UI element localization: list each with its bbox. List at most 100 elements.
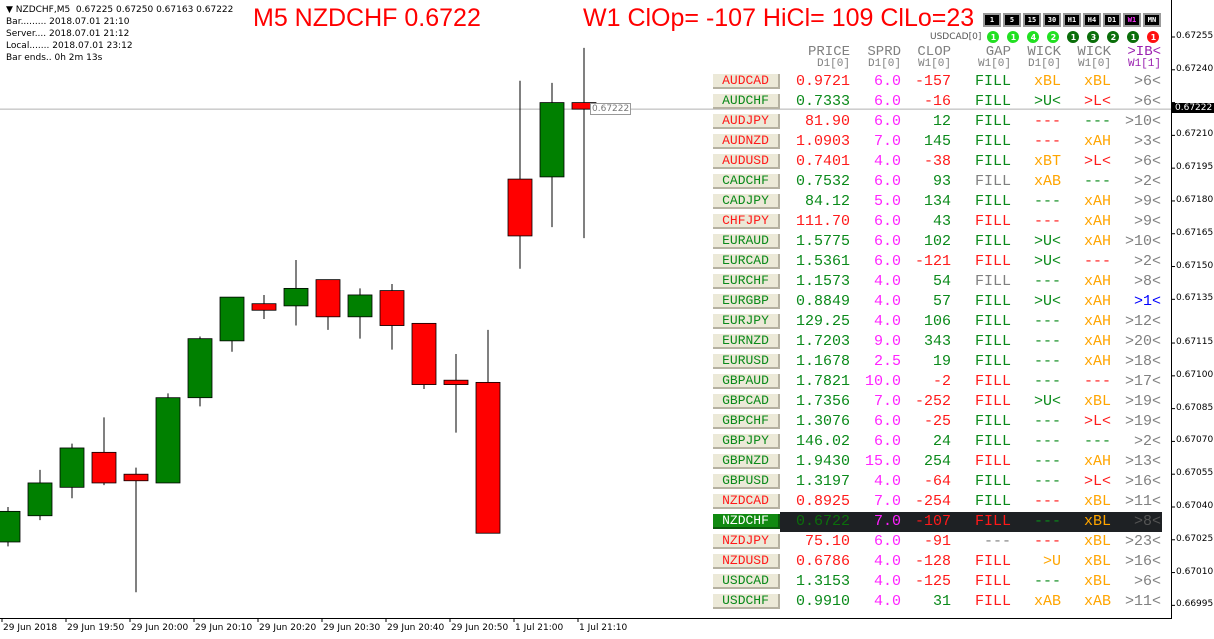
- price-cell: 0.9910: [795, 593, 850, 610]
- clop-cell: -157: [914, 73, 951, 90]
- inside-bar-cell: >6<: [1133, 153, 1161, 170]
- gap-cell: FILL: [974, 93, 1011, 110]
- symbol-button-eurusd[interactable]: EURUSD: [713, 354, 780, 369]
- spread-cell: 6.0: [873, 233, 901, 250]
- symbol-button-nzdusd[interactable]: NZDUSD: [713, 554, 780, 569]
- symbol-button-nzdchf[interactable]: NZDCHF: [713, 514, 780, 529]
- timeframe-button-30[interactable]: 30: [1043, 13, 1061, 27]
- symbol-button-audchf[interactable]: AUDCHF: [713, 94, 780, 109]
- spread-cell: 4.0: [873, 473, 901, 490]
- symbol-button-gbpusd[interactable]: GBPUSD: [713, 474, 780, 489]
- symbol-button-usdchf[interactable]: USDCHF: [713, 594, 780, 609]
- timeframe-button-5[interactable]: 5: [1003, 13, 1021, 27]
- table-row: USDCHF 0.9910 4.0 31 FILL xAB xAB >11<: [0, 592, 1162, 612]
- column-header: >IB<: [1127, 44, 1161, 60]
- wick-w1-cell: xBL: [1083, 493, 1111, 510]
- strength-circle: 2: [1047, 31, 1060, 43]
- wick-w1-cell: xBL: [1083, 73, 1111, 90]
- symbol-button-gbpchf[interactable]: GBPCHF: [713, 414, 780, 429]
- symbol-button-audusd[interactable]: AUDUSD: [713, 154, 780, 169]
- symbol-button-nzdjpy[interactable]: NZDJPY: [713, 534, 780, 549]
- symbol-button-gbpcad[interactable]: GBPCAD: [713, 394, 780, 409]
- wick-w1-cell: ---: [1083, 253, 1111, 270]
- symbol-button-eurcad[interactable]: EURCAD: [713, 254, 780, 269]
- symbol-button-eurjpy[interactable]: EURJPY: [713, 314, 780, 329]
- table-row: USDCAD 1.3153 4.0 -125 FILL --- xBL >6<: [0, 572, 1162, 592]
- time-tick-label: 1 Jul 21:10: [579, 623, 628, 633]
- spread-cell: 6.0: [873, 73, 901, 90]
- symbol-button-gbpaud[interactable]: GBPAUD: [713, 374, 780, 389]
- symbol-button-eurnzd[interactable]: EURNZD: [713, 334, 780, 349]
- inside-bar-cell: >8<: [1133, 273, 1161, 290]
- symbol-button-eurgbp[interactable]: EURGBP: [713, 294, 780, 309]
- timeframe-button-w1[interactable]: W1: [1123, 13, 1141, 27]
- symbol-button-audnzd[interactable]: AUDNZD: [713, 134, 780, 149]
- timeframe-button-d1[interactable]: D1: [1103, 13, 1121, 27]
- timeframe-button-1[interactable]: 1: [983, 13, 1001, 27]
- symbol-button-cadchf[interactable]: CADCHF: [713, 174, 780, 189]
- wick-d1-cell: >U<: [1033, 233, 1061, 250]
- symbol-title: M5 NZDCHF 0.6722: [253, 4, 481, 32]
- clop-cell: -91: [923, 533, 951, 550]
- symbol-button-cadjpy[interactable]: CADJPY: [713, 194, 780, 209]
- price-cell: 146.02: [795, 433, 850, 450]
- wick-d1-cell: ---: [1033, 533, 1061, 550]
- gap-cell: FILL: [974, 133, 1011, 150]
- spread-cell: 7.0: [873, 493, 901, 510]
- symbol-button-nzdcad[interactable]: NZDCAD: [713, 494, 780, 509]
- table-row: GBPUSD 1.3197 4.0 -64 FILL --- >L< >16<: [0, 472, 1162, 492]
- symbol-button-euraud[interactable]: EURAUD: [713, 234, 780, 249]
- time-tick-label: 29 Jun 20:40: [387, 623, 445, 633]
- bull-candle: [27, 482, 53, 517]
- gap-cell: FILL: [974, 213, 1011, 230]
- bear-candle: [475, 381, 501, 534]
- gap-cell: FILL: [974, 153, 1011, 170]
- bull-candle: [539, 102, 565, 178]
- symbol-button-chfjpy[interactable]: CHFJPY: [713, 214, 780, 229]
- inside-bar-cell: >17<: [1124, 373, 1161, 390]
- table-row: EURJPY 129.25 4.0 106 FILL --- xAH >12<: [0, 312, 1162, 332]
- wick-d1-cell: ---: [1033, 493, 1061, 510]
- strength-circle: 1: [1127, 31, 1140, 43]
- spread-cell: 4.0: [873, 293, 901, 310]
- table-row: AUDCAD 0.9721 6.0 -157 FILL xBL xBL >6<: [0, 72, 1162, 92]
- symbol-button-eurchf[interactable]: EURCHF: [713, 274, 780, 289]
- table-row: EURCHF 1.1573 4.0 54 FILL --- xAH >8<: [0, 272, 1162, 292]
- symbol-button-audjpy[interactable]: AUDJPY: [713, 114, 780, 129]
- column-header: WICK: [1077, 44, 1111, 60]
- symbol-button-audcad[interactable]: AUDCAD: [713, 74, 780, 89]
- spread-cell: 4.0: [873, 553, 901, 570]
- price-cell: 0.9721: [795, 73, 850, 90]
- timeframe-button-h1[interactable]: H1: [1063, 13, 1081, 27]
- gap-cell: FILL: [974, 253, 1011, 270]
- bear-candle: [379, 290, 405, 326]
- wick-w1-cell: xAH: [1083, 193, 1111, 210]
- wick-d1-cell: ---: [1033, 433, 1061, 450]
- timeframe-button-15[interactable]: 15: [1023, 13, 1041, 27]
- column-subheader: D1[0]: [816, 58, 850, 70]
- wick-w1-cell: xAB: [1083, 593, 1111, 610]
- inside-bar-cell: >6<: [1133, 93, 1161, 110]
- gap-cell: FILL: [974, 353, 1011, 370]
- table-row: EURCAD 1.5361 6.0 -121 FILL >U< --- >2<: [0, 252, 1162, 272]
- symbol-ohlc: NZDCHF,M5 0.67225 0.67250 0.67163 0.6722…: [15, 5, 234, 15]
- symbol-button-gbpnzd[interactable]: GBPNZD: [713, 454, 780, 469]
- gap-cell: FILL: [974, 273, 1011, 290]
- bear-candle: [123, 473, 149, 482]
- timeframe-button-mn[interactable]: MN: [1143, 13, 1161, 27]
- spread-cell: 15.0: [864, 453, 901, 470]
- timeframe-button-h4[interactable]: H4: [1083, 13, 1101, 27]
- symbol-button-usdcad[interactable]: USDCAD: [713, 574, 780, 589]
- wick-d1-cell: xBT: [1033, 153, 1061, 170]
- spread-cell: 6.0: [873, 173, 901, 190]
- spread-cell: 10.0: [864, 373, 901, 390]
- inside-bar-cell: >12<: [1124, 313, 1161, 330]
- inside-bar-cell: >2<: [1133, 253, 1161, 270]
- selected-row-highlight: [780, 512, 1162, 532]
- price-cell: 111.70: [795, 213, 850, 230]
- column-subheader: D1[0]: [1027, 58, 1061, 70]
- inside-bar-cell: >8<: [1133, 513, 1161, 530]
- column-subheader: W1[0]: [917, 58, 951, 70]
- symbol-button-gbpjpy[interactable]: GBPJPY: [713, 434, 780, 449]
